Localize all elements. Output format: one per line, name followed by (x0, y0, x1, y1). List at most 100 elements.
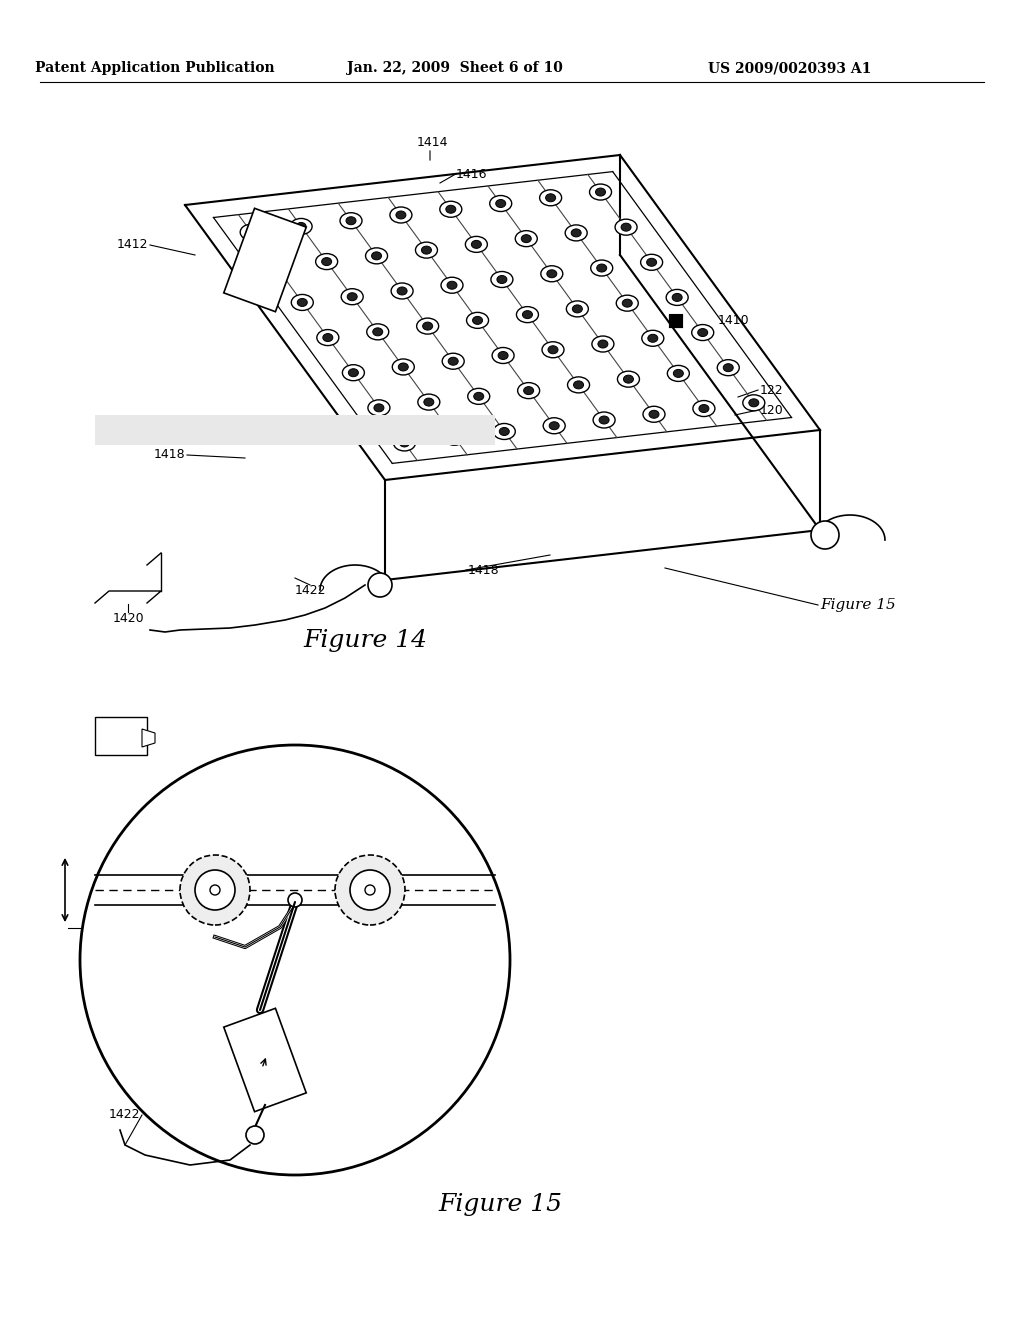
Ellipse shape (341, 289, 364, 305)
Ellipse shape (392, 359, 415, 375)
Ellipse shape (441, 277, 463, 293)
Text: 1422: 1422 (109, 1109, 140, 1122)
Ellipse shape (291, 294, 313, 310)
Ellipse shape (374, 404, 384, 412)
Ellipse shape (648, 334, 657, 342)
Ellipse shape (571, 228, 582, 236)
Ellipse shape (523, 387, 534, 395)
Ellipse shape (422, 246, 431, 255)
Ellipse shape (342, 364, 365, 380)
Ellipse shape (668, 366, 689, 381)
Circle shape (350, 870, 390, 909)
Polygon shape (262, 999, 278, 1016)
Ellipse shape (271, 263, 282, 272)
Ellipse shape (443, 429, 465, 445)
Ellipse shape (749, 399, 759, 407)
Ellipse shape (622, 223, 631, 231)
Text: 1418: 1418 (154, 449, 185, 462)
Ellipse shape (323, 334, 333, 342)
Ellipse shape (546, 194, 556, 202)
Circle shape (365, 884, 375, 895)
Ellipse shape (541, 265, 563, 281)
Ellipse shape (566, 301, 589, 317)
Ellipse shape (623, 300, 632, 308)
Ellipse shape (592, 337, 614, 352)
Ellipse shape (646, 259, 656, 267)
Ellipse shape (450, 433, 460, 441)
Ellipse shape (674, 370, 683, 378)
Ellipse shape (418, 395, 440, 411)
Polygon shape (142, 729, 155, 747)
Ellipse shape (597, 264, 606, 272)
Ellipse shape (742, 395, 765, 411)
Ellipse shape (472, 317, 482, 325)
Ellipse shape (547, 269, 557, 277)
Ellipse shape (542, 342, 564, 358)
Ellipse shape (416, 242, 437, 259)
Ellipse shape (474, 392, 483, 400)
Ellipse shape (567, 378, 590, 393)
Ellipse shape (572, 305, 583, 313)
Polygon shape (95, 414, 495, 445)
Ellipse shape (543, 417, 565, 434)
Ellipse shape (316, 330, 339, 346)
Polygon shape (224, 209, 306, 312)
Ellipse shape (372, 252, 382, 260)
Ellipse shape (598, 341, 608, 348)
Text: Patent Application Publication: Patent Application Publication (35, 61, 274, 75)
Polygon shape (212, 1068, 227, 1086)
Ellipse shape (494, 424, 515, 440)
Polygon shape (312, 931, 327, 948)
Ellipse shape (423, 322, 433, 330)
Ellipse shape (693, 400, 715, 417)
Ellipse shape (516, 306, 539, 322)
Polygon shape (224, 1008, 306, 1111)
Ellipse shape (596, 187, 605, 197)
Ellipse shape (348, 368, 358, 376)
Circle shape (180, 855, 250, 925)
Ellipse shape (315, 253, 338, 269)
Text: 122: 122 (760, 384, 783, 396)
Ellipse shape (340, 213, 362, 228)
Circle shape (80, 744, 510, 1175)
Ellipse shape (366, 248, 387, 264)
Ellipse shape (346, 216, 356, 224)
Ellipse shape (290, 219, 312, 235)
Ellipse shape (396, 211, 406, 219)
Ellipse shape (593, 412, 615, 428)
Ellipse shape (500, 428, 509, 436)
Ellipse shape (717, 359, 739, 376)
Ellipse shape (493, 347, 514, 363)
Ellipse shape (697, 329, 708, 337)
Ellipse shape (347, 293, 357, 301)
Text: 1416: 1416 (456, 169, 487, 181)
Text: Figure 15: Figure 15 (820, 598, 896, 612)
Ellipse shape (496, 199, 506, 207)
Ellipse shape (548, 346, 558, 354)
Ellipse shape (393, 436, 416, 451)
Ellipse shape (723, 364, 733, 372)
Ellipse shape (296, 223, 306, 231)
Ellipse shape (643, 407, 665, 422)
Ellipse shape (424, 399, 434, 407)
Ellipse shape (498, 351, 508, 359)
Ellipse shape (521, 235, 531, 243)
Ellipse shape (368, 400, 390, 416)
Text: 1516: 1516 (270, 836, 302, 849)
Text: 1514: 1514 (303, 1064, 335, 1077)
Text: 1518: 1518 (118, 969, 150, 982)
Ellipse shape (590, 183, 611, 201)
Text: 1412: 1412 (117, 239, 148, 252)
Ellipse shape (322, 257, 332, 265)
Text: US 2009/0020393 A1: US 2009/0020393 A1 (709, 61, 871, 75)
Ellipse shape (497, 276, 507, 284)
Ellipse shape (266, 259, 288, 276)
Ellipse shape (373, 327, 383, 335)
Text: 1420: 1420 (113, 611, 143, 624)
Circle shape (368, 573, 392, 597)
Ellipse shape (467, 313, 488, 329)
Ellipse shape (549, 422, 559, 430)
Ellipse shape (615, 219, 637, 235)
Ellipse shape (490, 272, 513, 288)
Text: Figure 15: Figure 15 (438, 1193, 562, 1217)
